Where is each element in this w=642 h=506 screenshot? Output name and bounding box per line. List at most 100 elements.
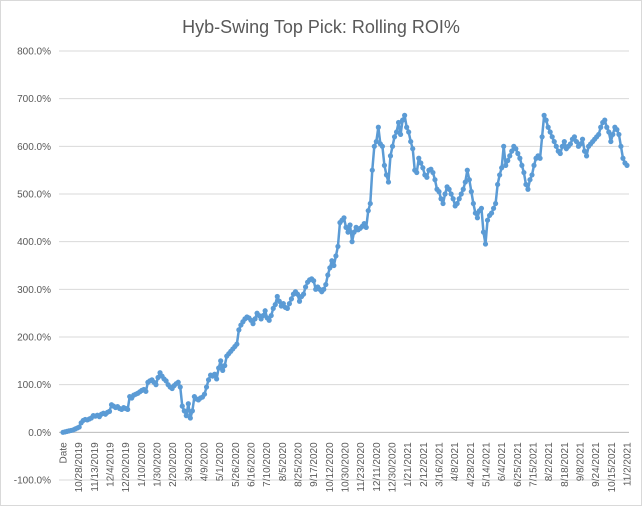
data-point (418, 160, 424, 166)
data-point (581, 148, 588, 154)
series-layer (60, 112, 630, 435)
data-point (456, 196, 462, 202)
data-point (614, 127, 620, 133)
data-point (454, 200, 460, 207)
data-point (349, 239, 355, 245)
data-point (284, 305, 290, 311)
data-point (343, 224, 349, 230)
data-point (472, 210, 478, 216)
data-point (341, 215, 347, 221)
x-tick-label: 3/16/2021 (435, 442, 446, 487)
data-point (311, 278, 317, 284)
data-point (577, 141, 584, 147)
data-point (458, 191, 464, 197)
data-point (503, 162, 509, 168)
y-tick-label: 400.0% (17, 237, 51, 248)
x-tick-label: 6/16/2020 (247, 442, 258, 487)
data-point (379, 143, 385, 149)
data-point (323, 281, 329, 288)
data-point (125, 406, 131, 413)
y-tick-label: 500.0% (17, 190, 51, 201)
data-point (424, 174, 430, 180)
data-point (222, 363, 228, 369)
data-point (466, 177, 472, 183)
x-tick-label: 7/15/2021 (529, 442, 540, 487)
data-point (553, 143, 559, 149)
data-point (369, 167, 375, 173)
data-point (274, 293, 280, 300)
data-point (347, 222, 353, 228)
data-point (214, 376, 220, 382)
x-tick-label: 4/8/2021 (450, 442, 461, 481)
y-tick-label: 200.0% (17, 333, 51, 344)
data-point (448, 191, 454, 197)
x-tick-label: 1/10/2020 (137, 442, 148, 487)
data-point (523, 181, 529, 188)
data-point (327, 265, 333, 271)
data-point (450, 196, 456, 202)
data-point (268, 312, 274, 319)
x-tick-label: 12/20/2019 (121, 442, 132, 492)
data-point (406, 129, 412, 135)
data-point (387, 153, 394, 159)
data-point (442, 191, 448, 197)
data-point (294, 291, 301, 297)
data-point (488, 210, 495, 216)
data-point (620, 155, 626, 161)
data-point (446, 186, 452, 192)
data-point (547, 129, 553, 135)
data-point (155, 374, 161, 381)
data-point (179, 403, 185, 409)
x-tick-label: 10/12/2020 (325, 442, 336, 492)
data-point (507, 153, 513, 159)
x-tick-label: 3/9/2020 (184, 442, 195, 481)
x-tick-label: 9/17/2020 (309, 442, 320, 487)
x-tick-label: 8/5/2020 (278, 442, 289, 481)
y-axis-tick-labels: -100.0% 0.0% 100.0% 200.0% 300.0% 400.0% 500.0… (14, 47, 51, 487)
data-point (183, 413, 189, 419)
data-point (345, 229, 351, 235)
y-tick-label: 700.0% (17, 94, 51, 105)
x-tick-label: 5/1/2020 (215, 442, 226, 481)
data-point (205, 377, 212, 383)
data-point (505, 158, 511, 164)
data-point (272, 301, 278, 308)
data-point (468, 189, 474, 195)
data-point (143, 388, 149, 394)
data-point (539, 134, 545, 140)
x-tick-label: 5/26/2020 (231, 442, 242, 487)
data-point (509, 148, 515, 154)
data-point (335, 243, 341, 250)
y-tick-label: 800.0% (17, 47, 51, 58)
data-point (187, 415, 193, 421)
data-point (276, 298, 282, 304)
data-point (260, 312, 266, 319)
data-point (583, 153, 590, 159)
data-point (250, 321, 256, 327)
data-point (440, 200, 446, 207)
data-point (497, 172, 503, 178)
data-point (201, 391, 208, 397)
x-tick-label: 2/12/2021 (419, 442, 430, 487)
data-point (616, 131, 622, 138)
data-point (490, 205, 497, 211)
data-point (414, 169, 420, 176)
data-point (557, 150, 563, 157)
data-point (404, 124, 410, 130)
data-point (373, 138, 379, 145)
x-axis-tick-labels: Date 10/28/2019 11/13/2019 12/4/2019 12/20/2… (59, 442, 634, 492)
data-point (501, 143, 507, 149)
data-point (266, 317, 272, 323)
data-point (596, 131, 602, 138)
x-tick-label: 2/20/2020 (168, 442, 179, 487)
data-point (383, 172, 390, 178)
data-point (367, 200, 373, 207)
x-tick-label: 4/9/2020 (200, 442, 211, 481)
data-point (470, 200, 476, 207)
y-tick-label: 300.0% (17, 285, 51, 296)
data-point (484, 217, 491, 223)
data-point (329, 258, 335, 264)
data-point (604, 124, 610, 130)
data-point (252, 316, 258, 322)
